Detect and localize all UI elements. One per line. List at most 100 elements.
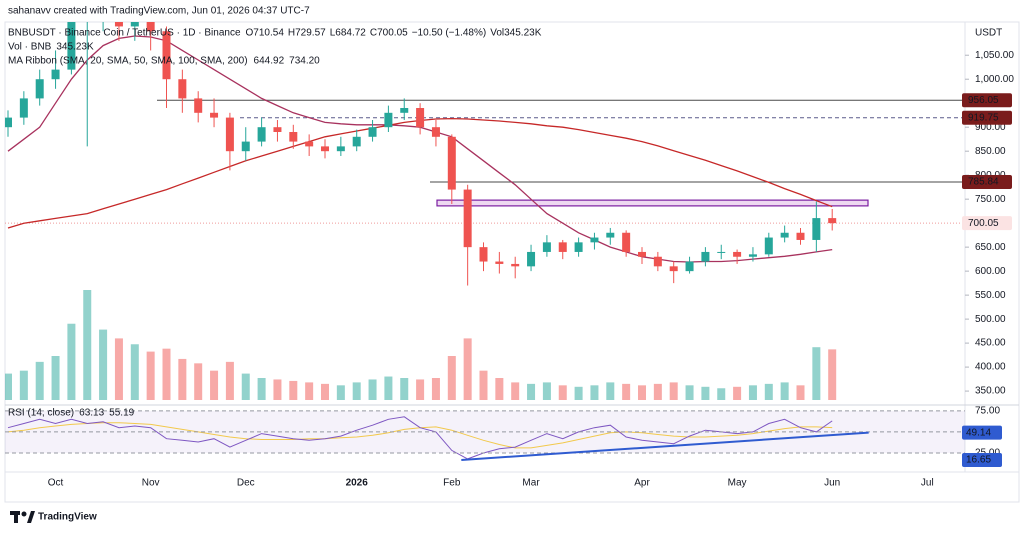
volume-bar — [400, 378, 409, 400]
level-label: 785.84 — [968, 177, 999, 188]
legend-text: 345.23K — [504, 28, 542, 39]
candle-body — [130, 22, 139, 27]
volume-bar — [542, 382, 551, 400]
y-tick-label: 400.00 — [975, 362, 1006, 373]
candle-body — [606, 232, 615, 238]
volume-bar — [653, 383, 662, 400]
y-tick-label: 650.00 — [975, 242, 1006, 253]
volume-bar — [178, 358, 187, 400]
volume-bar — [495, 378, 504, 400]
legend-text: O — [246, 28, 254, 39]
legend-text: −10.50 (−1.48%) — [412, 28, 487, 39]
volume-bar — [146, 351, 155, 400]
volume-bar — [527, 383, 536, 400]
volume-bar — [162, 348, 171, 400]
x-tick-label: Mar — [522, 478, 540, 489]
x-tick-label: Feb — [443, 478, 461, 489]
volume-bar — [701, 386, 710, 400]
rsi-trendline — [461, 431, 869, 461]
logo: TradingView — [10, 511, 97, 523]
candle-body — [241, 141, 250, 152]
candle-body — [558, 242, 567, 252]
candle-body — [336, 146, 345, 152]
volume-bar — [99, 329, 108, 400]
candle-body — [828, 218, 837, 224]
candle-body — [527, 251, 536, 267]
candle-body — [748, 254, 757, 257]
candle-body — [368, 127, 377, 137]
volume-bar — [733, 386, 742, 400]
y-tick-label: 1,050.00 — [975, 50, 1014, 61]
volume-bar — [558, 385, 567, 400]
candle-body — [384, 112, 393, 128]
volume-bar — [225, 361, 234, 400]
volume-bar — [828, 349, 837, 400]
candle-body — [416, 108, 425, 128]
candle-body — [463, 189, 472, 248]
legend-text: 644.92 — [254, 56, 285, 67]
candle-body — [289, 131, 298, 142]
volume-bar — [67, 323, 76, 400]
header: sahanavv created with TradingView.com, J… — [8, 6, 310, 17]
currency: USDT — [975, 28, 1002, 39]
rsi-tick-label: 75.00 — [975, 406, 1000, 417]
legend-text: Vol · BNB — [8, 42, 52, 53]
y-tick-label: 450.00 — [975, 338, 1006, 349]
volume-bar — [479, 370, 488, 400]
volume-bar — [447, 356, 456, 400]
x-tick-label: Apr — [634, 478, 650, 489]
y-tick-label: 500.00 — [975, 314, 1006, 325]
candle-body — [273, 127, 282, 132]
legend-text: BNBUSDT · Binance Coin / TetherUS · 1D ·… — [8, 28, 241, 39]
volume-bar — [622, 383, 631, 400]
x-tick-label: Nov — [142, 478, 160, 489]
volume-bar — [638, 385, 646, 400]
volume-bar — [796, 385, 805, 400]
volume-bar — [748, 385, 757, 400]
legend-text: 63.13 — [79, 408, 104, 419]
candle-body — [542, 242, 551, 252]
candle-body — [305, 141, 314, 147]
volume-bar — [241, 373, 250, 400]
candle-body — [479, 247, 488, 262]
volume-bar — [384, 376, 393, 400]
candle-body — [653, 256, 662, 267]
legend-text: C — [370, 28, 377, 39]
volume-bar — [717, 388, 726, 400]
volume-bar — [210, 370, 219, 400]
last-price-badge — [962, 216, 1012, 231]
volume-bar — [257, 378, 266, 400]
ma-line — [7, 117, 833, 229]
candle-body — [638, 251, 646, 257]
legend-text: 729.57 — [295, 28, 326, 39]
volume-bar — [5, 373, 12, 400]
level-label: 919.75 — [968, 112, 999, 123]
trend-label: 16.65 — [966, 455, 991, 466]
level-badge — [962, 174, 1012, 189]
candle-body — [685, 261, 694, 272]
candle-body — [35, 79, 44, 99]
volume-bar — [83, 290, 92, 400]
candle-body — [590, 237, 599, 243]
y-tick-label: 750.00 — [975, 194, 1006, 205]
volume-bar — [194, 363, 203, 400]
footer-brand: TradingView — [38, 512, 97, 523]
candle-body — [352, 136, 361, 147]
volume-bar — [590, 385, 599, 400]
volume-bar — [273, 379, 282, 400]
volume-bar — [463, 338, 472, 400]
candle-body — [812, 218, 821, 240]
legend-text: 55.19 — [109, 408, 134, 419]
legend-text: 684.72 — [335, 28, 366, 39]
volume-bar — [780, 382, 789, 400]
volume-bar — [431, 378, 440, 400]
candle-body — [447, 136, 456, 190]
trend-label: 49.14 — [966, 427, 991, 438]
volume-bar — [511, 382, 520, 400]
volume-bar — [35, 361, 44, 400]
level-badge — [962, 110, 1012, 125]
volume-bar — [669, 382, 678, 400]
candle-body — [51, 69, 60, 80]
candle-body — [146, 22, 155, 32]
y-tick-label: 550.00 — [975, 290, 1006, 301]
